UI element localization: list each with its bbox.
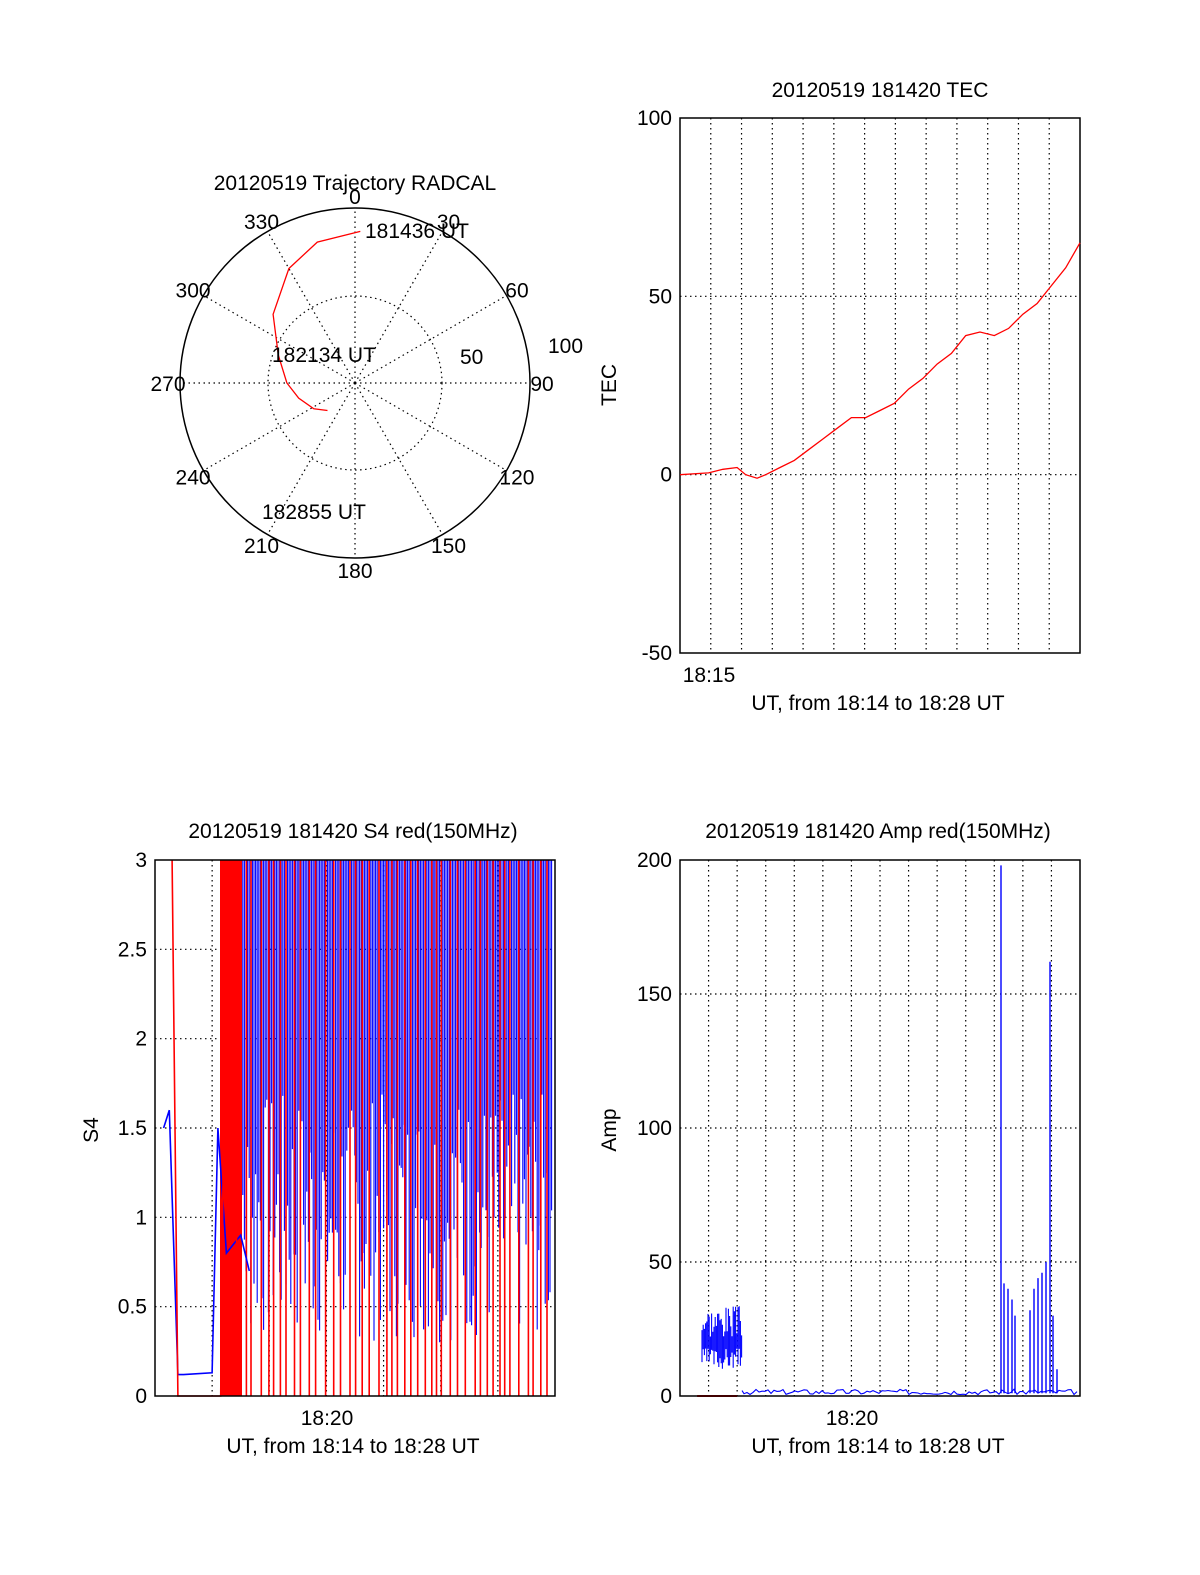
polar-spokes — [180, 208, 530, 558]
amp-grid — [680, 860, 1080, 1396]
s4-y-tick-label: 1.5 — [118, 1117, 147, 1140]
polar-outer-circle — [179, 207, 531, 559]
amp-x-tick-1820: 18:20 — [826, 1407, 879, 1430]
polar-angle-label-330: 330 — [244, 211, 279, 234]
polar-radius-label-50: 50 — [460, 346, 483, 369]
tec-y-label: TEC — [598, 364, 621, 406]
tec-x-tick-1815: 18:15 — [683, 664, 736, 687]
tec-title: 20120519 181420 TEC — [772, 79, 989, 102]
s4-x-tick-1820: 18:20 — [301, 1407, 354, 1430]
amp-x-label: UT, from 18:14 to 18:28 UT — [751, 1435, 1004, 1458]
amp-y-tick-label: 50 — [649, 1251, 672, 1274]
polar-angle-label-90: 90 — [530, 373, 553, 396]
s4-y-ticks: 0 0.5 1 1.5 2 2.5 3 — [118, 849, 147, 1408]
s4-series — [162, 859, 553, 1397]
tec-y-tick-label: 50 — [649, 285, 672, 308]
polar-track-label-start: 181436 UT — [365, 220, 469, 243]
polar-spoke-240 — [203, 382, 356, 472]
s4-y-tick-label: 2 — [135, 1028, 147, 1051]
tec-series-line — [679, 242, 1081, 479]
polar-spoke-30 — [354, 231, 444, 384]
tec-x-label: UT, from 18:14 to 18:28 UT — [751, 692, 1004, 715]
polar-angle-labels: 0 30 60 90 120 150 180 210 240 270 300 330 — [150, 186, 553, 583]
polar-angle-label-0: 0 — [349, 186, 361, 209]
amp-blue-baseline — [741, 1388, 1078, 1396]
tec-y-tick-label: -50 — [642, 642, 672, 665]
s4-y-tick-label: 1 — [135, 1206, 147, 1229]
amp-y-tick-label: 100 — [637, 1117, 672, 1140]
polar-track-label-end: 182855 UT — [262, 501, 366, 524]
tec-chart: 20120519 181420 TEC -50 0 50 100 18:15 UT, … — [598, 79, 1081, 715]
amp-series — [697, 865, 1078, 1397]
amp-title: 20120519 181420 Amp red(150MHz) — [705, 820, 1051, 843]
polar-angle-label-180: 180 — [337, 560, 372, 583]
s4-title: 20120519 181420 S4 red(150MHz) — [188, 820, 517, 843]
amp-chart: 20120519 181420 Amp red(150MHz) 0 50 100 15… — [598, 820, 1081, 1458]
polar-title: 20120519 Trajectory RADCAL — [214, 172, 497, 195]
polar-spoke-150 — [354, 382, 444, 535]
polar-angle-label-150: 150 — [431, 535, 466, 558]
polar-spoke-330 — [266, 231, 356, 384]
polar-spoke-300 — [203, 294, 356, 384]
polar-spoke-120 — [354, 382, 507, 472]
s4-y-tick-label: 0.5 — [118, 1296, 147, 1319]
s4-x-label: UT, from 18:14 to 18:28 UT — [226, 1435, 479, 1458]
polar-angle-label-240: 240 — [176, 467, 211, 490]
amp-blue-spikes — [1000, 865, 1058, 1394]
polar-inner-circle — [267, 295, 443, 471]
polar-angle-label-210: 210 — [244, 535, 279, 558]
polar-angle-label-270: 270 — [150, 373, 185, 396]
amp-y-tick-label: 150 — [637, 983, 672, 1006]
amp-y-tick-label: 200 — [637, 849, 672, 872]
polar-angle-label-300: 300 — [176, 280, 211, 303]
polar-radius-label-100: 100 — [548, 335, 583, 358]
polar-chart: 20120519 Trajectory RADCAL 0 30 60 90 120 150… — [150, 172, 583, 583]
tec-grid — [680, 118, 1080, 653]
polar-angle-label-30: 30 — [437, 211, 460, 234]
s4-blue-dense-trace — [229, 860, 553, 1343]
polar-track-label-mid: 182134 UT — [272, 344, 376, 367]
s4-chart: 20120519 181420 S4 red(150MHz) 0 0.5 1 1.5 2… — [80, 820, 556, 1458]
amp-blue-burst — [701, 1306, 743, 1369]
s4-y-label: S4 — [80, 1117, 103, 1143]
s4-y-tick-label: 0 — [135, 1385, 147, 1408]
tec-y-tick-label: 100 — [637, 107, 672, 130]
amp-y-tick-label: 0 — [660, 1385, 672, 1408]
amp-plot-frame — [679, 859, 1081, 1397]
polar-trajectory-line — [272, 230, 361, 412]
polar-spoke-60 — [354, 294, 507, 384]
polar-angle-label-120: 120 — [499, 467, 534, 490]
amp-y-label: Amp — [598, 1108, 621, 1151]
s4-y-tick-label: 3 — [135, 849, 147, 872]
amp-y-ticks: 0 50 100 150 200 — [637, 849, 672, 1408]
polar-spoke-210 — [266, 382, 356, 535]
tec-y-ticks: -50 0 50 100 — [637, 107, 672, 665]
tec-plot-frame — [679, 117, 1081, 654]
s4-y-tick-label: 2.5 — [118, 938, 147, 961]
tec-y-tick-label: 0 — [660, 464, 672, 487]
s4-plot-frame — [154, 859, 556, 1397]
polar-angle-label-60: 60 — [505, 280, 528, 303]
